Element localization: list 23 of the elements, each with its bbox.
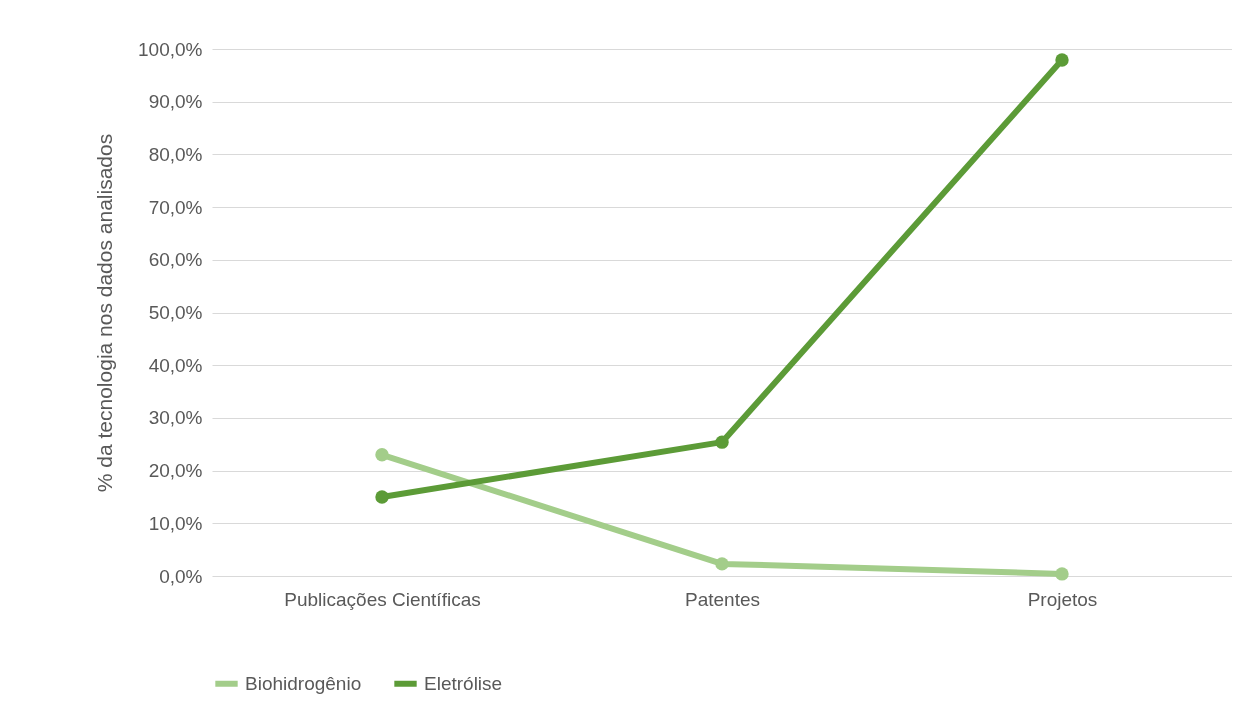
- point: [375, 490, 389, 504]
- legend-label: Eletrólise: [424, 672, 503, 694]
- x-tick-label: Projetos: [1027, 588, 1098, 610]
- y-tick-label: 10,0%: [148, 512, 203, 534]
- y-tick-label: 40,0%: [148, 354, 203, 376]
- x-tick-label: Publicações Científicas: [284, 588, 481, 610]
- legend-label: Biohidrogênio: [245, 672, 362, 694]
- y-tick-label: 30,0%: [148, 407, 203, 429]
- y-tick-label: 100,0%: [138, 38, 203, 60]
- y-tick-label: 0,0%: [159, 565, 203, 587]
- y-tick-label: 60,0%: [148, 249, 203, 271]
- y-tick-label: 20,0%: [148, 460, 203, 482]
- y-axis-title: % da tecnologia nos dados analisados: [93, 133, 117, 493]
- point: [715, 557, 729, 571]
- point: [375, 448, 389, 462]
- x-tick-label: Patentes: [685, 588, 760, 610]
- point: [1055, 53, 1069, 67]
- point: [1055, 567, 1069, 581]
- y-tick-label: 70,0%: [148, 196, 203, 218]
- y-tick-label: 80,0%: [148, 143, 203, 165]
- y-tick-label: 90,0%: [148, 91, 203, 113]
- y-tick-label: 50,0%: [148, 302, 203, 323]
- point: [715, 435, 729, 449]
